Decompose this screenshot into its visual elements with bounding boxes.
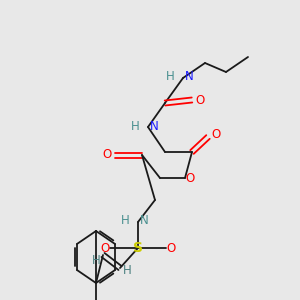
Text: O: O — [100, 242, 109, 254]
Text: N: N — [140, 214, 149, 227]
Text: O: O — [185, 172, 195, 185]
Text: H: H — [131, 119, 140, 133]
Text: S: S — [133, 241, 143, 255]
Text: O: O — [102, 148, 112, 161]
Text: O: O — [167, 242, 176, 254]
Text: H: H — [92, 254, 100, 266]
Text: H: H — [166, 70, 175, 83]
Text: N: N — [150, 119, 159, 133]
Text: O: O — [212, 128, 220, 142]
Text: H: H — [121, 214, 130, 227]
Text: H: H — [123, 263, 131, 277]
Text: N: N — [185, 70, 194, 83]
Text: O: O — [195, 94, 205, 106]
